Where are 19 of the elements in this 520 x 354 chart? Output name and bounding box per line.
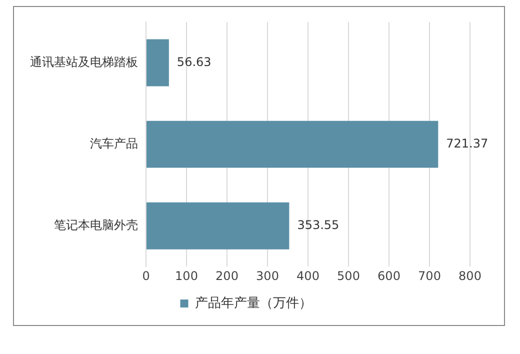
data-label: 353.55 — [297, 218, 340, 232]
y-tick-label: 通讯基站及电梯踏板 — [30, 54, 138, 69]
bar — [146, 39, 169, 86]
x-tick-label: 300 — [256, 268, 279, 283]
data-label: 721.37 — [446, 136, 488, 150]
x-tick-label: 200 — [216, 268, 238, 283]
data-label: 56.63 — [176, 54, 212, 69]
x-tick-label: 700 — [418, 268, 441, 283]
y-tick-label: 笔记本电脑外壳 — [54, 218, 138, 232]
x-tick-label: 500 — [337, 268, 360, 283]
y-tick-label: 汽车产品 — [90, 136, 138, 150]
x-tick-label: 400 — [296, 268, 320, 283]
bar — [146, 202, 290, 250]
bar — [146, 120, 438, 168]
x-tick-label: 0 — [142, 268, 150, 283]
x-tick-label: 800 — [458, 268, 482, 283]
x-tick-label: 600 — [378, 268, 400, 283]
x-tick-label: 100 — [175, 268, 198, 283]
legend-label: 产品年产量（万件） — [194, 296, 312, 311]
